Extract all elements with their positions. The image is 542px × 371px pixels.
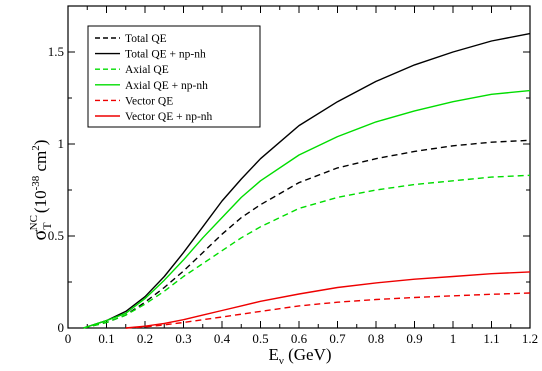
y-tick-label: 0 xyxy=(58,320,65,335)
y-axis-title-unit-exp2: 2 xyxy=(30,145,42,151)
y-tick-label: 0.5 xyxy=(48,228,64,243)
legend-label: Total QE xyxy=(125,33,167,45)
series-line-total-qe xyxy=(83,139,531,329)
x-tick-label: 0.1 xyxy=(98,331,114,346)
x-axis-title-sub: ν xyxy=(279,355,284,367)
y-axis-title-unit-open: (10 xyxy=(31,190,50,213)
legend-box xyxy=(87,25,261,128)
x-tick-label: 0.5 xyxy=(252,331,268,346)
x-tick-label: 1.1 xyxy=(483,331,499,346)
y-tick-label: 1.5 xyxy=(48,44,64,59)
legend-label: Vector QE + np-nh xyxy=(125,111,213,123)
y-axis-title-unit-exp: -38 xyxy=(30,175,42,190)
x-tick-label: 0.8 xyxy=(368,331,384,346)
legend: Total QE Total QE + np-nh Axial QE Axial QE… xyxy=(87,25,261,128)
legend-items: Total QE Total QE + np-nh Axial QE Axial QE… xyxy=(95,33,213,123)
x-tick-label: 0.3 xyxy=(175,331,191,346)
series-line-axial-qe-np-nh xyxy=(83,89,531,329)
series-line-vector-qe xyxy=(125,292,531,329)
x-tick-label: 0.4 xyxy=(214,331,231,346)
y-axis-title: σTNC (10-38 cm2) xyxy=(28,140,54,241)
y-axis-title-unit-close: ) xyxy=(31,140,50,146)
y-axis-title-main: σ xyxy=(29,229,51,240)
x-axis-title-unit: (GeV) xyxy=(284,345,332,364)
x-tick-label: 0.6 xyxy=(291,331,308,346)
axis-ticks xyxy=(67,5,531,329)
legend-label: Axial QE xyxy=(125,64,169,76)
series-lines xyxy=(83,32,531,329)
legend-label: Axial QE + np-nh xyxy=(125,80,208,92)
y-axis-title-sup: NC xyxy=(28,215,40,230)
x-tick-label: 1 xyxy=(450,331,457,346)
x-tick-label: 0.7 xyxy=(329,331,346,346)
legend-label: Vector QE xyxy=(125,95,173,107)
x-tick-label: 0.2 xyxy=(137,331,153,346)
x-axis-title: Eν (GeV) xyxy=(268,345,331,367)
legend-label: Total QE + np-nh xyxy=(125,49,206,61)
y-axis-title-sub: T xyxy=(40,222,54,230)
series-line-vector-qe-np-nh xyxy=(125,271,531,329)
series-line-axial-qe xyxy=(83,174,531,329)
series-line-total-qe-np-nh xyxy=(83,32,531,329)
y-tick-labels: 0 0.5 1 1.5 xyxy=(48,44,64,335)
y-axis-title-unit-mid: cm xyxy=(31,151,50,176)
x-tick-label: 0 xyxy=(65,331,72,346)
y-tick-label: 1 xyxy=(58,136,65,151)
x-tick-labels: 0 0.1 0.2 0.3 0.4 0.5 0.6 0.7 0.8 0.9 1 1.1 1.2 xyxy=(65,331,538,346)
x-axis-title-main: E xyxy=(268,345,278,364)
x-tick-label: 1.2 xyxy=(522,331,538,346)
x-tick-label: 0.9 xyxy=(406,331,422,346)
